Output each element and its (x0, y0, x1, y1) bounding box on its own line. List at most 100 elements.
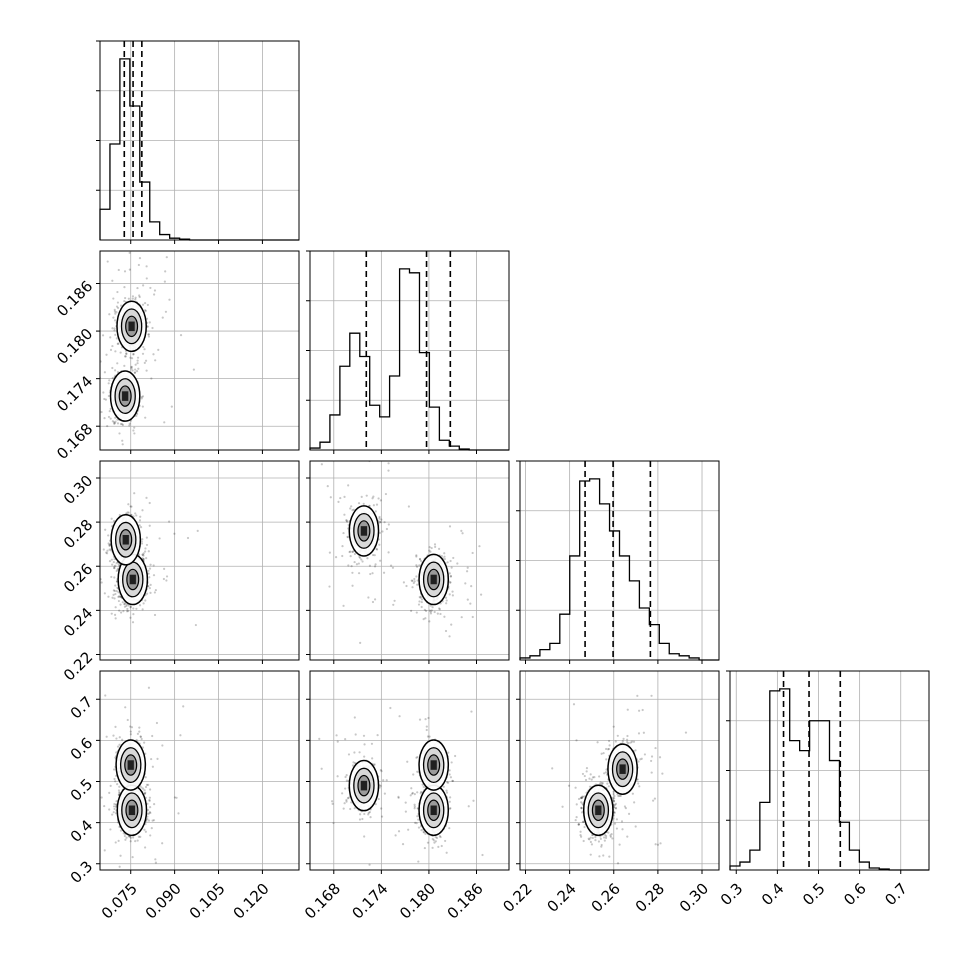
y-tick-label: 0.22 (60, 648, 96, 684)
sample-point (107, 542, 110, 545)
y-tick-label: 0.30 (60, 472, 96, 508)
sample-point (144, 416, 147, 419)
sample-point (378, 520, 382, 524)
sample-point (114, 725, 117, 728)
sample-point (443, 555, 446, 558)
sample-point (148, 811, 151, 814)
sample-point (378, 517, 381, 520)
sample-point (139, 455, 141, 457)
sample-point (110, 575, 113, 579)
sample-point (138, 295, 141, 299)
sample-point (450, 623, 453, 626)
sample-point (142, 552, 145, 555)
sample-point (147, 550, 150, 553)
sample-point (424, 609, 428, 613)
sample-point (143, 789, 146, 792)
sample-point (373, 598, 377, 601)
sample-point (339, 496, 342, 500)
sample-point (153, 591, 156, 594)
sample-point (135, 514, 138, 517)
sample-point (142, 557, 145, 561)
sample-point (107, 534, 110, 537)
sample-point (143, 741, 146, 744)
sample-point (136, 412, 139, 416)
sample-point (138, 604, 142, 607)
sample-point (103, 804, 106, 808)
sample-point (137, 263, 140, 267)
sample-point (357, 572, 361, 575)
sample-point (120, 304, 123, 307)
sample-point (115, 337, 118, 340)
sample-point (387, 551, 390, 554)
sample-point (151, 819, 154, 822)
sample-point (407, 505, 410, 508)
sample-point (84, 307, 86, 309)
sample-point (439, 612, 442, 616)
sample-point (134, 512, 137, 515)
sample-point (428, 620, 431, 623)
density-peak (129, 574, 136, 585)
sample-point (113, 567, 116, 570)
sample-point (138, 730, 141, 733)
sample-point (127, 297, 130, 300)
sample-point (478, 545, 481, 548)
sample-point (111, 420, 114, 423)
sample-point (141, 746, 145, 749)
sample-point (109, 549, 112, 552)
sample-point (100, 796, 103, 799)
sample-point (147, 335, 151, 338)
sample-point (106, 424, 109, 428)
density-layer (67, 686, 185, 868)
sample-point (352, 508, 355, 511)
density-peak (430, 574, 437, 585)
sample-point (375, 548, 379, 551)
sample-point (147, 686, 151, 689)
sample-point (346, 520, 349, 523)
sample-point (113, 597, 116, 600)
sample-point (366, 557, 369, 560)
sample-point (115, 305, 119, 308)
sample-point (173, 532, 176, 535)
sample-point (415, 611, 418, 614)
sample-point (114, 812, 118, 815)
sample-point (106, 260, 109, 263)
sample-point (119, 611, 123, 614)
sample-point (144, 785, 148, 789)
sample-point (145, 496, 148, 499)
sample-point (150, 827, 153, 830)
density-layer (320, 461, 483, 644)
sample-point (182, 705, 185, 708)
sample-point (420, 600, 423, 604)
sample-point (175, 796, 178, 799)
sample-point (129, 730, 132, 733)
sample-point (129, 836, 133, 839)
sample-point (147, 783, 150, 786)
sample-point (114, 564, 117, 567)
sample-point (138, 524, 141, 527)
sample-point (103, 416, 106, 420)
sample-point (429, 610, 432, 613)
sample-point (138, 519, 142, 522)
sample-point (186, 536, 190, 540)
sample-point (446, 561, 449, 564)
sample-point (67, 841, 69, 843)
sample-point (449, 574, 453, 578)
sample-point (96, 334, 98, 336)
sample-point (132, 515, 135, 518)
sample-point (448, 572, 451, 575)
sample-point (114, 420, 117, 423)
sample-point (117, 595, 120, 599)
sample-point (434, 545, 437, 548)
sample-point (350, 505, 353, 508)
sample-point (479, 593, 483, 596)
sample-point (359, 641, 362, 644)
sample-point (136, 362, 139, 365)
sample-point (116, 306, 120, 309)
sample-point (112, 734, 115, 737)
sample-point (341, 554, 344, 558)
sample-point (116, 422, 120, 425)
sample-point (146, 303, 149, 307)
sample-point (451, 594, 454, 597)
